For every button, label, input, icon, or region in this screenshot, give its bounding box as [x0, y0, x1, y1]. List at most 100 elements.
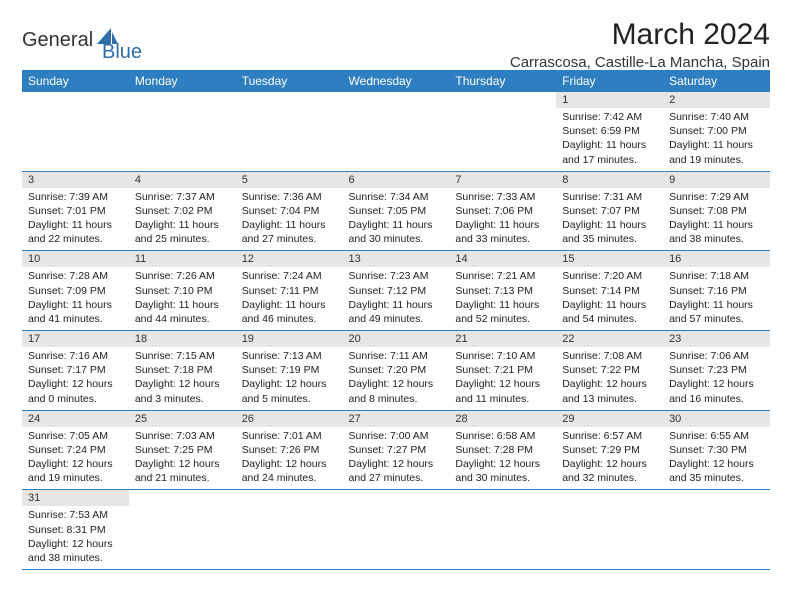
day-details: Sunrise: 7:23 AMSunset: 7:12 PMDaylight:… — [343, 267, 450, 330]
calendar-row: 24Sunrise: 7:05 AMSunset: 7:24 PMDayligh… — [22, 410, 770, 490]
weekday-header: Saturday — [663, 70, 770, 92]
day-details: Sunrise: 7:05 AMSunset: 7:24 PMDaylight:… — [22, 427, 129, 490]
title-block: March 2024 Carrascosa, Castille-La Manch… — [510, 18, 770, 71]
day-number: 23 — [663, 331, 770, 347]
day-cell: 23Sunrise: 7:06 AMSunset: 7:23 PMDayligh… — [663, 331, 770, 411]
day-details: Sunrise: 7:33 AMSunset: 7:06 PMDaylight:… — [449, 188, 556, 251]
day-cell: 18Sunrise: 7:15 AMSunset: 7:18 PMDayligh… — [129, 331, 236, 411]
day-cell: 20Sunrise: 7:11 AMSunset: 7:20 PMDayligh… — [343, 331, 450, 411]
weekday-header: Wednesday — [343, 70, 450, 92]
day-cell: 19Sunrise: 7:13 AMSunset: 7:19 PMDayligh… — [236, 331, 343, 411]
day-details: Sunrise: 7:26 AMSunset: 7:10 PMDaylight:… — [129, 267, 236, 330]
day-cell: 2Sunrise: 7:40 AMSunset: 7:00 PMDaylight… — [663, 92, 770, 171]
empty-cell — [129, 490, 236, 570]
day-number: 6 — [343, 172, 450, 188]
day-details: Sunrise: 7:28 AMSunset: 7:09 PMDaylight:… — [22, 267, 129, 330]
day-number: 22 — [556, 331, 663, 347]
calendar-row: 1Sunrise: 7:42 AMSunset: 6:59 PMDaylight… — [22, 92, 770, 171]
calendar-row: 31Sunrise: 7:53 AMSunset: 8:31 PMDayligh… — [22, 490, 770, 570]
day-details: Sunrise: 7:39 AMSunset: 7:01 PMDaylight:… — [22, 188, 129, 251]
day-number: 20 — [343, 331, 450, 347]
day-number: 30 — [663, 411, 770, 427]
empty-cell — [236, 490, 343, 570]
empty-cell — [343, 490, 450, 570]
day-cell: 10Sunrise: 7:28 AMSunset: 7:09 PMDayligh… — [22, 251, 129, 331]
month-title: March 2024 — [510, 18, 770, 52]
day-number: 17 — [22, 331, 129, 347]
logo-text-1: General — [22, 29, 93, 52]
weekday-header: Tuesday — [236, 70, 343, 92]
day-number: 19 — [236, 331, 343, 347]
day-number: 26 — [236, 411, 343, 427]
day-number: 13 — [343, 251, 450, 267]
calendar-table: SundayMondayTuesdayWednesdayThursdayFrid… — [22, 70, 770, 570]
day-details: Sunrise: 7:36 AMSunset: 7:04 PMDaylight:… — [236, 188, 343, 251]
day-details: Sunrise: 7:11 AMSunset: 7:20 PMDaylight:… — [343, 347, 450, 410]
day-cell: 3Sunrise: 7:39 AMSunset: 7:01 PMDaylight… — [22, 171, 129, 251]
calendar-row: 10Sunrise: 7:28 AMSunset: 7:09 PMDayligh… — [22, 251, 770, 331]
day-details: Sunrise: 7:08 AMSunset: 7:22 PMDaylight:… — [556, 347, 663, 410]
weekday-header: Monday — [129, 70, 236, 92]
day-details: Sunrise: 7:31 AMSunset: 7:07 PMDaylight:… — [556, 188, 663, 251]
day-cell: 6Sunrise: 7:34 AMSunset: 7:05 PMDaylight… — [343, 171, 450, 251]
weekday-header: Thursday — [449, 70, 556, 92]
day-details: Sunrise: 7:01 AMSunset: 7:26 PMDaylight:… — [236, 427, 343, 490]
day-details: Sunrise: 7:00 AMSunset: 7:27 PMDaylight:… — [343, 427, 450, 490]
empty-cell — [449, 92, 556, 171]
day-details: Sunrise: 7:37 AMSunset: 7:02 PMDaylight:… — [129, 188, 236, 251]
day-cell: 11Sunrise: 7:26 AMSunset: 7:10 PMDayligh… — [129, 251, 236, 331]
day-cell: 22Sunrise: 7:08 AMSunset: 7:22 PMDayligh… — [556, 331, 663, 411]
day-number: 12 — [236, 251, 343, 267]
day-number: 3 — [22, 172, 129, 188]
day-number: 8 — [556, 172, 663, 188]
day-number: 10 — [22, 251, 129, 267]
day-number: 11 — [129, 251, 236, 267]
day-cell: 5Sunrise: 7:36 AMSunset: 7:04 PMDaylight… — [236, 171, 343, 251]
day-cell: 28Sunrise: 6:58 AMSunset: 7:28 PMDayligh… — [449, 410, 556, 490]
empty-cell — [449, 490, 556, 570]
day-cell: 12Sunrise: 7:24 AMSunset: 7:11 PMDayligh… — [236, 251, 343, 331]
day-cell: 13Sunrise: 7:23 AMSunset: 7:12 PMDayligh… — [343, 251, 450, 331]
day-details: Sunrise: 7:21 AMSunset: 7:13 PMDaylight:… — [449, 267, 556, 330]
day-cell: 1Sunrise: 7:42 AMSunset: 6:59 PMDaylight… — [556, 92, 663, 171]
day-number: 15 — [556, 251, 663, 267]
location-text: Carrascosa, Castille-La Mancha, Spain — [510, 54, 770, 71]
day-cell: 25Sunrise: 7:03 AMSunset: 7:25 PMDayligh… — [129, 410, 236, 490]
day-cell: 8Sunrise: 7:31 AMSunset: 7:07 PMDaylight… — [556, 171, 663, 251]
day-cell: 17Sunrise: 7:16 AMSunset: 7:17 PMDayligh… — [22, 331, 129, 411]
day-details: Sunrise: 7:53 AMSunset: 8:31 PMDaylight:… — [22, 506, 129, 569]
day-cell: 26Sunrise: 7:01 AMSunset: 7:26 PMDayligh… — [236, 410, 343, 490]
day-number: 31 — [22, 490, 129, 506]
day-cell: 27Sunrise: 7:00 AMSunset: 7:27 PMDayligh… — [343, 410, 450, 490]
day-number: 7 — [449, 172, 556, 188]
empty-cell — [22, 92, 129, 171]
day-cell: 15Sunrise: 7:20 AMSunset: 7:14 PMDayligh… — [556, 251, 663, 331]
day-details: Sunrise: 7:16 AMSunset: 7:17 PMDaylight:… — [22, 347, 129, 410]
day-details: Sunrise: 6:55 AMSunset: 7:30 PMDaylight:… — [663, 427, 770, 490]
day-number: 4 — [129, 172, 236, 188]
calendar-row: 3Sunrise: 7:39 AMSunset: 7:01 PMDaylight… — [22, 171, 770, 251]
day-cell: 7Sunrise: 7:33 AMSunset: 7:06 PMDaylight… — [449, 171, 556, 251]
empty-cell — [129, 92, 236, 171]
day-number: 18 — [129, 331, 236, 347]
empty-cell — [556, 490, 663, 570]
empty-cell — [663, 490, 770, 570]
day-number: 21 — [449, 331, 556, 347]
day-number: 16 — [663, 251, 770, 267]
day-details: Sunrise: 7:29 AMSunset: 7:08 PMDaylight:… — [663, 188, 770, 251]
day-details: Sunrise: 6:57 AMSunset: 7:29 PMDaylight:… — [556, 427, 663, 490]
day-details: Sunrise: 7:40 AMSunset: 7:00 PMDaylight:… — [663, 108, 770, 171]
day-details: Sunrise: 7:20 AMSunset: 7:14 PMDaylight:… — [556, 267, 663, 330]
day-number: 2 — [663, 92, 770, 108]
day-number: 29 — [556, 411, 663, 427]
weekday-header: Sunday — [22, 70, 129, 92]
day-number: 1 — [556, 92, 663, 108]
day-cell: 16Sunrise: 7:18 AMSunset: 7:16 PMDayligh… — [663, 251, 770, 331]
calendar-body: 1Sunrise: 7:42 AMSunset: 6:59 PMDaylight… — [22, 92, 770, 570]
day-details: Sunrise: 7:18 AMSunset: 7:16 PMDaylight:… — [663, 267, 770, 330]
day-cell: 31Sunrise: 7:53 AMSunset: 8:31 PMDayligh… — [22, 490, 129, 570]
day-details: Sunrise: 7:06 AMSunset: 7:23 PMDaylight:… — [663, 347, 770, 410]
weekday-header-row: SundayMondayTuesdayWednesdayThursdayFrid… — [22, 70, 770, 92]
day-details: Sunrise: 7:10 AMSunset: 7:21 PMDaylight:… — [449, 347, 556, 410]
day-cell: 24Sunrise: 7:05 AMSunset: 7:24 PMDayligh… — [22, 410, 129, 490]
